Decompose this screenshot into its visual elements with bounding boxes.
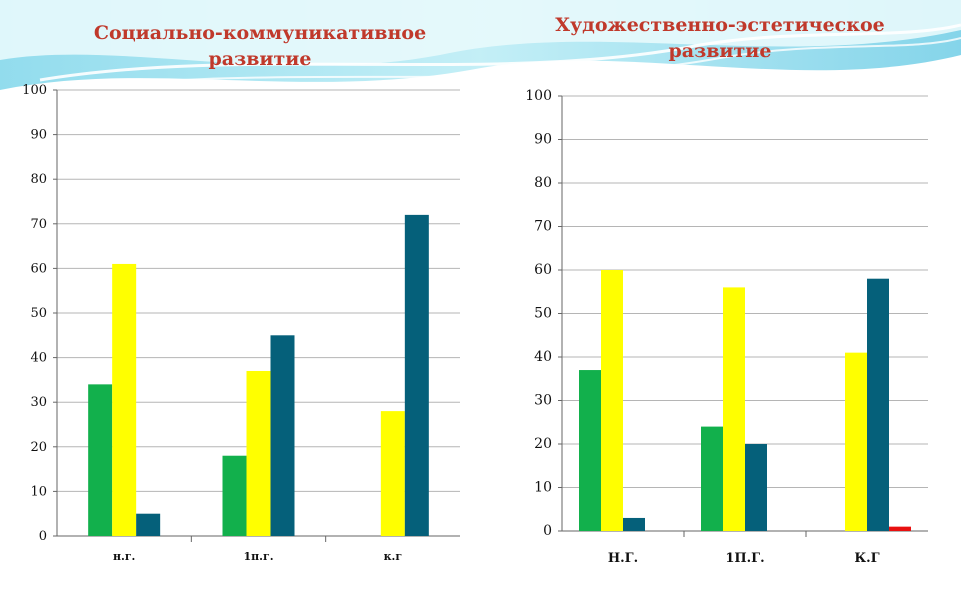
y-tick-label-left-80: 80 [30,172,47,187]
bar-right-series1-cat2 [701,426,723,531]
chart-title-right-line1: Художественно-эстетическое [555,14,885,36]
bar-left-series3-cat2 [270,335,295,536]
y-tick-label-left-50: 50 [30,306,47,321]
bar-left-series3-cat1 [136,513,161,536]
y-tick-label-left-30: 30 [30,395,47,410]
x-category-label-right-2: 1П.Г. [725,551,764,566]
bar-left-series2-cat1 [112,263,137,536]
y-tick-label-left-90: 90 [30,128,47,143]
y-tick-label-right-70: 70 [534,219,552,235]
chart-title-left-line2: развитие [208,48,312,70]
x-category-label-left-1: н.г. [113,550,135,563]
bar-right-series2-cat2 [723,287,745,531]
y-tick-label-right-50: 50 [534,306,552,322]
bar-right-series3-cat3 [867,278,889,531]
bar-right-series4-cat3 [889,526,911,531]
y-tick-label-left-0: 0 [39,529,47,544]
y-tick-label-left-40: 40 [30,351,47,366]
x-category-label-left-2: 1п.г. [243,550,273,563]
chart-title-left: Социально-коммуникативное развитие [40,20,480,72]
y-tick-label-left-70: 70 [30,217,47,232]
bar-left-series1-cat1 [88,384,113,536]
bar-right-series2-cat3 [845,352,867,531]
bar-right-series3-cat1 [623,517,645,531]
y-tick-label-right-40: 40 [534,349,552,365]
bar-right-series2-cat1 [601,270,623,531]
y-tick-label-right-60: 60 [534,262,552,278]
bar-left-series2-cat2 [246,370,271,536]
y-tick-label-right-100: 100 [525,88,552,104]
bar-right-series1-cat1 [579,370,601,531]
y-tick-label-right-10: 10 [534,480,552,496]
x-category-label-right-3: К.Г [854,551,879,566]
decorative-wave-header [0,0,961,93]
y-tick-label-right-80: 80 [534,175,552,191]
y-tick-label-right-90: 90 [534,132,552,148]
chart-title-left-line1: Социально-коммуникативное [93,22,427,44]
bar-left-series3-cat3 [404,214,429,536]
x-category-label-right-1: Н.Г. [608,551,638,566]
y-tick-label-left-10: 10 [30,484,47,499]
y-tick-label-right-20: 20 [534,436,552,452]
y-tick-label-right-30: 30 [534,393,552,409]
y-tick-label-right-0: 0 [543,523,552,539]
bar-left-series1-cat2 [222,455,247,536]
bar-right-series3-cat2 [745,444,767,531]
x-category-label-left-3: к.г [384,550,403,563]
y-tick-label-left-100: 100 [22,83,47,98]
chart-title-right: Художественно-эстетическое развитие [500,12,940,64]
bar-left-series2-cat3 [380,411,405,536]
y-tick-label-left-20: 20 [30,440,47,455]
chart-title-right-line2: развитие [668,40,772,62]
y-tick-label-left-60: 60 [30,261,47,276]
